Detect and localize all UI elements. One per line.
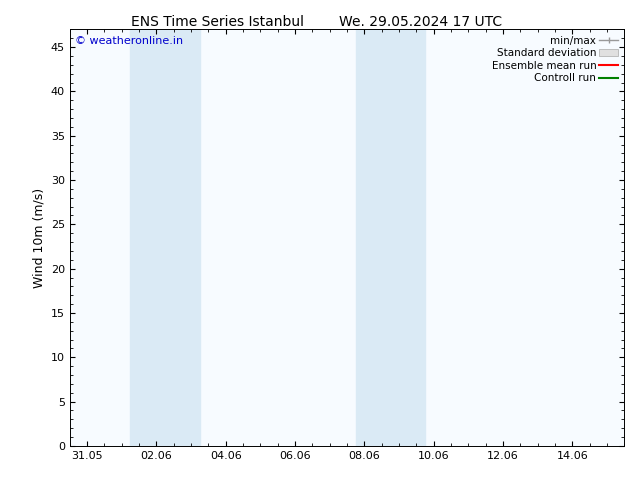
Text: ENS Time Series Istanbul        We. 29.05.2024 17 UTC: ENS Time Series Istanbul We. 29.05.2024 … bbox=[131, 15, 503, 29]
Legend: min/max, Standard deviation, Ensemble mean run, Controll run: min/max, Standard deviation, Ensemble me… bbox=[488, 31, 623, 88]
Bar bbox=[131, 29, 200, 446]
Bar bbox=[356, 29, 425, 446]
Text: © weatheronline.in: © weatheronline.in bbox=[75, 36, 183, 46]
Y-axis label: Wind 10m (m/s): Wind 10m (m/s) bbox=[32, 188, 45, 288]
